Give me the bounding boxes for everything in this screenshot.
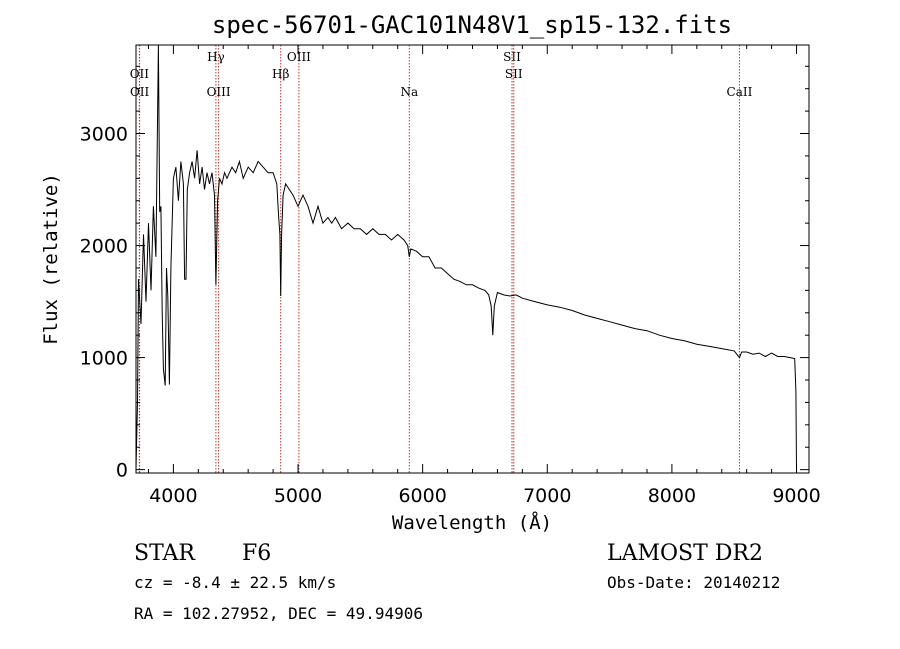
spectral-line-label: Hγ [207, 50, 225, 64]
x-tick-label: 7000 [523, 485, 571, 507]
y-tick-label: 2000 [80, 236, 128, 258]
spectral-line-label: OII [130, 67, 150, 81]
spectral-line-label: SII [503, 50, 521, 64]
chart-title: spec-56701-GAC101N48V1_sp15-132.fits [212, 11, 732, 39]
x-tick-label: 6000 [398, 485, 446, 507]
plot-frame [135, 44, 810, 474]
y-ticks: 0 1000 2000 3000 [80, 65, 809, 482]
y-tick-label: 3000 [80, 124, 128, 146]
spectral-line-markers: OII OII Hγ OIII Hβ OIII Na SII SII CaII [130, 45, 753, 473]
y-tick-label: 1000 [80, 348, 128, 370]
redshift-readout: cz = -8.4 ± 22.5 km/s [134, 573, 336, 592]
spectrum-curve-group [135, 44, 797, 470]
spectrum-line-0 [135, 44, 797, 470]
spectral-subclass: F6 [242, 541, 271, 566]
x-tick-label: 9000 [772, 485, 820, 507]
coordinates: RA = 102.27952, DEC = 49.94906 [134, 604, 423, 623]
y-tick-label: 0 [116, 460, 128, 482]
x-ticks: 4000 5000 6000 7000 8000 9000 [147, 45, 821, 507]
x-axis-label: Wavelength (Å) [392, 511, 552, 534]
spectral-line-label: OIII [287, 50, 311, 64]
spectral-line-label: OII [130, 85, 150, 99]
x-tick-label: 5000 [274, 485, 322, 507]
y-axis-label: Flux (relative) [40, 173, 62, 345]
spectral-line-label: Na [400, 85, 418, 99]
spectral-line-label: OIII [207, 85, 231, 99]
object-class: STAR [134, 541, 196, 566]
obs-date: Obs-Date: 20140212 [607, 573, 780, 592]
spectral-line-label: Hβ [272, 67, 289, 81]
spectral-line-label: CaII [727, 85, 753, 99]
spectral-line-label: SII [505, 67, 523, 81]
x-tick-label: 4000 [149, 485, 197, 507]
x-tick-label: 8000 [648, 485, 696, 507]
survey-name: LAMOST DR2 [607, 541, 763, 566]
